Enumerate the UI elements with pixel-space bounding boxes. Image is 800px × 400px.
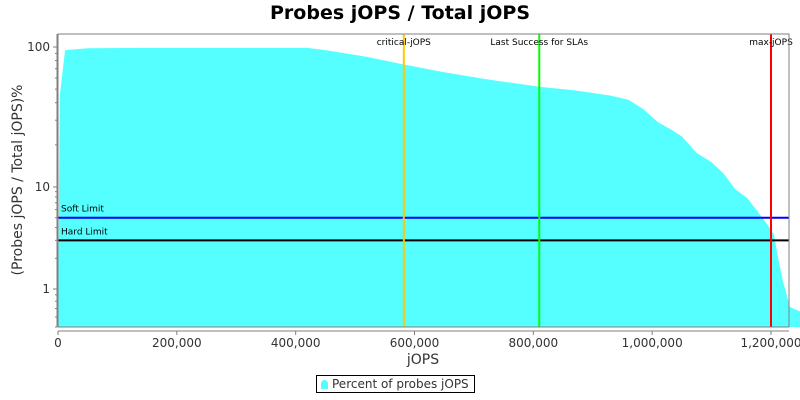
x-axis: 0 200,000 400,000 600,000 800,000 1,000,000 1,…: [54, 330, 800, 350]
limit-label: Hard Limit: [61, 227, 108, 237]
marker-label: Last Success for SLAs: [490, 38, 588, 48]
area-fill: [58, 47, 800, 327]
chart-title: Probes jOPS / Total jOPS: [270, 2, 530, 24]
limit-lines: Soft Limit Hard Limit: [58, 205, 789, 242]
y-tick-label: 10: [35, 180, 50, 194]
legend-swatch-icon: [321, 379, 328, 389]
marker-label: critical-jOPS: [377, 38, 431, 48]
legend-label: Percent of probes jOPS: [332, 377, 469, 391]
limit-label: Soft Limit: [61, 205, 104, 215]
y-axis-label: (Probes jOPS / Total jOPS)%: [10, 85, 26, 276]
marker-label: max-jOPS: [749, 38, 793, 48]
y-tick-label: 100: [27, 40, 50, 54]
x-axis-label: jOPS: [406, 352, 439, 368]
x-tick-label: 400,000: [271, 336, 321, 350]
x-tick-label: 200,000: [152, 336, 202, 350]
area-series: [58, 47, 800, 327]
x-tick-label: 0: [54, 336, 62, 350]
x-tick-label: 800,000: [509, 336, 559, 350]
plot-frame: [57, 33, 790, 328]
y-tick-label: 1: [42, 282, 50, 296]
y-axis: 1 10 100: [27, 34, 58, 328]
x-tick-label: 1,000,000: [622, 336, 683, 350]
legend: Percent of probes jOPS: [316, 375, 475, 393]
x-tick-label: 1,200,000: [740, 336, 800, 350]
x-tick-label: 600,000: [390, 336, 440, 350]
marker-lines: critical-jOPS Last Success for SLAs max-jO…: [377, 34, 793, 327]
